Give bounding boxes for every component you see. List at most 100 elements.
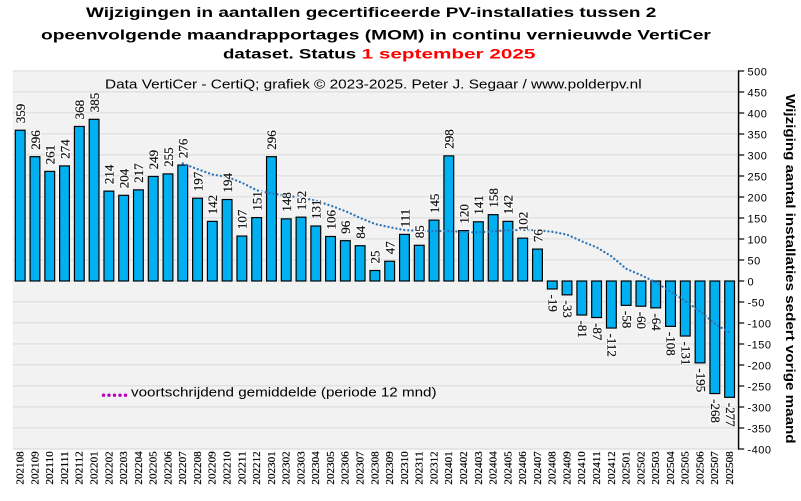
svg-text:202412: 202412 [606,451,618,484]
svg-text:-131: -131 [679,342,694,366]
svg-text:47: 47 [383,241,398,255]
svg-text:274: 274 [57,139,72,159]
svg-text:-112: -112 [605,334,620,357]
svg-text:-150: -150 [748,340,772,352]
svg-text:300: 300 [748,151,768,163]
svg-text:111: 111 [397,209,412,228]
svg-text:-400: -400 [748,445,772,457]
svg-text:-277: -277 [723,403,738,427]
svg-text:voortschrijdend gemiddelde (pe: voortschrijdend gemiddelde (periode 12 m… [131,385,437,400]
svg-text:202108: 202108 [15,451,27,485]
svg-text:202304: 202304 [310,451,322,485]
svg-text:202501: 202501 [621,451,633,484]
svg-text:298: 298 [442,129,457,149]
svg-text:202508: 202508 [724,451,736,485]
svg-text:148: 148 [279,192,294,212]
svg-text:142: 142 [501,195,516,215]
svg-text:76: 76 [530,229,545,243]
svg-text:150: 150 [748,214,768,226]
svg-text:120: 120 [456,204,471,224]
svg-text:202109: 202109 [29,451,41,485]
svg-text:158: 158 [486,188,501,208]
svg-text:385: 385 [87,93,102,113]
svg-text:96: 96 [338,220,353,234]
svg-text:276: 276 [176,138,191,158]
svg-text:202409: 202409 [561,451,573,485]
svg-text:Wijziging aantal installaties: Wijziging aantal installaties sedert vor… [783,94,797,444]
svg-text:100: 100 [748,235,768,247]
svg-text:202208: 202208 [192,451,204,485]
svg-text:202312: 202312 [428,451,440,484]
svg-text:359: 359 [13,104,28,124]
svg-text:-112: -112 [605,334,620,357]
svg-text:202205: 202205 [148,451,160,485]
svg-text:202212: 202212 [251,451,263,484]
svg-text:202406: 202406 [517,451,529,485]
svg-text:76: 76 [530,229,545,243]
svg-text:202407: 202407 [532,451,544,485]
svg-text:202302: 202302 [281,451,293,484]
svg-text:85: 85 [412,225,427,238]
svg-text:202310: 202310 [399,451,411,485]
svg-text:152: 152 [294,191,309,211]
svg-text:202207: 202207 [177,451,189,485]
svg-text:249: 249 [146,150,161,170]
svg-text:202504: 202504 [665,451,677,485]
svg-text:1 september 2025: 1 september 2025 [362,46,536,62]
svg-text:-19: -19 [546,295,561,312]
svg-text:202507: 202507 [709,451,721,485]
svg-text:202503: 202503 [650,451,662,485]
svg-text:102: 102 [516,212,531,232]
svg-text:-200: -200 [748,361,772,373]
svg-text:102: 102 [516,212,531,232]
svg-text:-81: -81 [575,321,590,338]
svg-text:145: 145 [427,194,442,214]
svg-text:47: 47 [383,241,398,255]
svg-text:202506: 202506 [695,451,707,485]
svg-text:250: 250 [748,172,768,184]
svg-text:202403: 202403 [473,451,485,485]
svg-text:202303: 202303 [295,451,307,485]
svg-text:107: 107 [235,209,250,229]
svg-text:25: 25 [368,251,383,264]
svg-text:255: 255 [161,147,176,167]
svg-text:202309: 202309 [384,451,396,485]
svg-text:194: 194 [220,173,235,193]
svg-text:368: 368 [72,100,87,120]
svg-text:-60: -60 [634,312,649,329]
svg-text:276: 276 [176,138,191,158]
svg-text:202411: 202411 [591,451,603,484]
svg-text:111: 111 [397,209,412,228]
svg-text:197: 197 [190,171,205,191]
svg-text:dataset. Status: dataset. Status [223,46,356,62]
svg-text:261: 261 [43,145,58,165]
svg-text:-58: -58 [619,311,634,328]
svg-text:202502: 202502 [635,451,647,484]
svg-text:-64: -64 [649,313,664,331]
svg-text:141: 141 [471,195,486,215]
svg-text:500: 500 [748,67,768,79]
svg-text:106: 106 [323,210,338,230]
svg-text:-268: -268 [708,399,723,423]
svg-text:145: 145 [427,194,442,214]
svg-text:141: 141 [471,195,486,215]
svg-text:-87: -87 [590,323,605,341]
svg-text:202211: 202211 [236,451,248,484]
svg-text:85: 85 [412,225,427,238]
svg-text:368: 368 [72,100,87,120]
svg-text:350: 350 [748,130,768,142]
svg-text:249: 249 [146,150,161,170]
svg-text:217: 217 [131,163,146,183]
svg-text:-58: -58 [619,311,634,328]
svg-text:158: 158 [486,188,501,208]
svg-text:274: 274 [57,139,72,159]
svg-text:202112: 202112 [74,451,86,484]
svg-text:-277: -277 [723,403,738,427]
svg-text:202408: 202408 [547,451,559,485]
svg-text:202307: 202307 [355,451,367,485]
svg-text:131: 131 [309,200,324,220]
svg-text:Wijzigingen in aantallen gecer: Wijzigingen in aantallen gecertificeerde… [86,4,656,20]
svg-text:197: 197 [190,171,205,191]
svg-text:202203: 202203 [118,451,130,485]
svg-text:202209: 202209 [207,451,219,485]
